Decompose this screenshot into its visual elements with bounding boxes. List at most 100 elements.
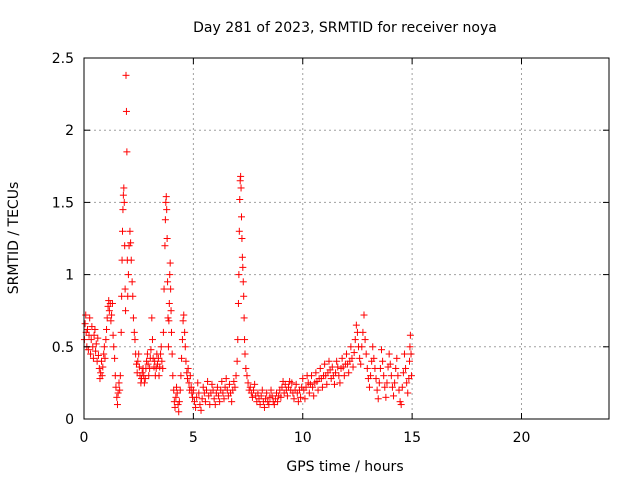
x-tick-label: 10 — [294, 430, 312, 446]
data-point — [379, 357, 387, 365]
data-point — [107, 317, 115, 325]
data-point — [230, 377, 238, 385]
data-point — [98, 372, 106, 380]
data-point — [176, 386, 184, 394]
chart-title: Day 281 of 2023, SRMTID for receiver noy… — [193, 20, 497, 36]
data-point — [95, 364, 103, 372]
data-point — [171, 403, 179, 411]
data-point — [407, 372, 415, 380]
data-point — [161, 216, 169, 224]
data-point — [241, 336, 249, 344]
data-point — [388, 383, 396, 391]
plot-frame — [83, 57, 610, 420]
data-point — [129, 314, 137, 322]
data-point — [155, 372, 163, 380]
data-point — [166, 271, 174, 279]
data-point — [122, 307, 130, 315]
data-point — [101, 354, 109, 362]
data-point — [98, 357, 105, 365]
data-point — [314, 386, 322, 394]
data-point — [258, 386, 266, 394]
data-point — [113, 393, 121, 401]
y-tick-label: 2.5 — [52, 51, 74, 67]
data-point — [299, 375, 307, 383]
data-point — [352, 321, 360, 329]
data-point — [162, 193, 170, 201]
data-point — [152, 364, 160, 372]
data-point — [237, 184, 245, 192]
data-point — [143, 350, 151, 358]
data-point — [81, 320, 89, 328]
data-point — [165, 317, 173, 325]
data-point — [173, 389, 181, 397]
data-point — [144, 360, 152, 368]
data-point — [164, 343, 172, 351]
y-tick-label: 1.5 — [52, 195, 74, 211]
data-point — [220, 395, 228, 403]
data-point — [163, 206, 171, 214]
data-point — [172, 393, 180, 401]
data-point — [294, 398, 302, 406]
data-point — [321, 360, 329, 368]
data-point — [120, 184, 128, 192]
data-point — [119, 206, 127, 214]
data-point — [348, 354, 356, 362]
y-tick-label: 1 — [65, 268, 74, 284]
data-point — [406, 331, 414, 339]
data-point — [156, 363, 164, 371]
data-point — [127, 239, 135, 247]
data-point — [197, 406, 205, 414]
data-point — [103, 314, 111, 322]
data-point — [121, 285, 129, 293]
data-point — [394, 372, 402, 380]
data-point — [184, 364, 192, 372]
data-point — [225, 380, 233, 388]
data-point — [123, 148, 131, 156]
data-point — [164, 314, 172, 322]
data-point — [135, 350, 143, 358]
data-point — [254, 389, 262, 397]
data-point — [237, 172, 245, 180]
data-point — [242, 364, 250, 372]
data-point — [308, 372, 315, 380]
data-point — [373, 386, 381, 394]
data-point — [283, 392, 291, 400]
data-point — [215, 392, 223, 400]
data-point — [231, 383, 239, 391]
data-point — [399, 369, 407, 377]
data-point — [350, 349, 358, 357]
data-point — [131, 336, 139, 344]
data-point — [323, 380, 331, 388]
data-point — [380, 372, 388, 380]
data-point — [87, 350, 95, 358]
data-point — [89, 354, 97, 362]
data-point — [400, 350, 408, 358]
y-axis-title: SRMTID / TECUs — [6, 182, 22, 295]
data-point — [141, 375, 149, 383]
data-point — [343, 350, 350, 358]
data-point — [160, 285, 168, 293]
data-point — [201, 398, 209, 406]
data-point — [116, 386, 124, 394]
data-point — [338, 354, 346, 362]
data-point — [330, 380, 338, 388]
data-point — [178, 336, 186, 344]
data-point — [336, 379, 344, 387]
data-point — [100, 343, 108, 351]
data-point — [102, 336, 110, 344]
data-point — [360, 311, 368, 319]
data-point — [147, 346, 155, 354]
data-point — [119, 191, 127, 199]
data-point — [332, 369, 340, 377]
data-point — [407, 350, 415, 358]
data-point — [267, 386, 275, 394]
data-point — [193, 393, 201, 401]
data-point — [119, 227, 126, 235]
data-point — [362, 350, 370, 358]
data-point — [157, 343, 165, 351]
data-point — [129, 292, 137, 300]
data-point — [347, 343, 355, 351]
data-point — [122, 107, 130, 115]
data-point — [116, 372, 124, 380]
data-point — [105, 307, 113, 315]
